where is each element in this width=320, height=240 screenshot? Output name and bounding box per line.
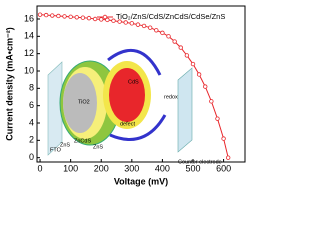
- point: [86, 15, 92, 21]
- inset-diagram: [47, 49, 193, 156]
- point: [68, 14, 73, 20]
- y-tick-label: 14: [24, 31, 34, 41]
- point: [154, 28, 159, 33]
- y-tick-label: 12: [24, 48, 34, 58]
- point: [105, 17, 110, 23]
- point: [178, 45, 183, 50]
- x-tick-label: 600: [216, 163, 231, 173]
- y-axis-label: Current density (mA•cm⁻²): [4, 27, 14, 140]
- point: [209, 99, 214, 104]
- annotation: ZnCdS: [74, 138, 91, 144]
- point: [141, 23, 147, 29]
- point: [62, 14, 67, 19]
- point: [56, 13, 61, 19]
- annotation: redox: [164, 94, 178, 100]
- point: [99, 17, 104, 22]
- y-tick-label: 2: [29, 135, 34, 145]
- point: [92, 16, 98, 22]
- point: [123, 20, 128, 25]
- point: [80, 15, 86, 20]
- y-tick-label: 16: [24, 13, 34, 23]
- y-tick-label: 4: [29, 117, 34, 127]
- point: [160, 30, 165, 36]
- point: [203, 84, 208, 89]
- x-tick-label: 500: [185, 163, 200, 173]
- point: [196, 72, 202, 77]
- y-tick-label: 10: [24, 65, 34, 75]
- point: [147, 25, 153, 30]
- point: [74, 15, 79, 20]
- annotation: defect: [120, 121, 135, 127]
- annotation: FTO: [50, 147, 62, 153]
- point: [172, 39, 177, 44]
- annotation: ZnS: [93, 144, 103, 150]
- point: [190, 61, 196, 67]
- plot-frame: [36, 5, 246, 163]
- point: [37, 12, 43, 17]
- annotation: TiO2: [78, 99, 90, 105]
- y-tick-label: 8: [29, 83, 34, 93]
- x-tick-label: 300: [124, 163, 139, 173]
- point: [184, 53, 190, 58]
- annotation: CdS: [128, 79, 139, 85]
- x-axis-label: Voltage (mV): [114, 176, 168, 186]
- point: [135, 22, 141, 27]
- point: [117, 19, 122, 24]
- point: [215, 116, 220, 121]
- point: [50, 13, 55, 18]
- point: [225, 155, 231, 160]
- annotation: ZnS: [60, 142, 70, 148]
- y-tick-label: 6: [29, 100, 34, 110]
- legend-marker: [102, 14, 108, 20]
- y-tick-label: 0: [29, 152, 34, 162]
- chart: FTO TiO2 ZnS ZnCdS ZnS CdS defect redox …: [4, 5, 246, 186]
- point: [43, 12, 49, 18]
- x-tick-label: 200: [94, 163, 109, 173]
- x-tick-label: 400: [155, 163, 170, 173]
- x-tick-label: 0: [38, 163, 43, 173]
- point: [221, 136, 226, 141]
- point: [129, 21, 135, 26]
- point: [111, 18, 116, 23]
- point: [166, 34, 171, 39]
- legend-label: TiO₂/ZnS/CdS/ZnCdS/CdSe/ZnS: [116, 12, 225, 21]
- x-tick-label: 100: [63, 163, 78, 173]
